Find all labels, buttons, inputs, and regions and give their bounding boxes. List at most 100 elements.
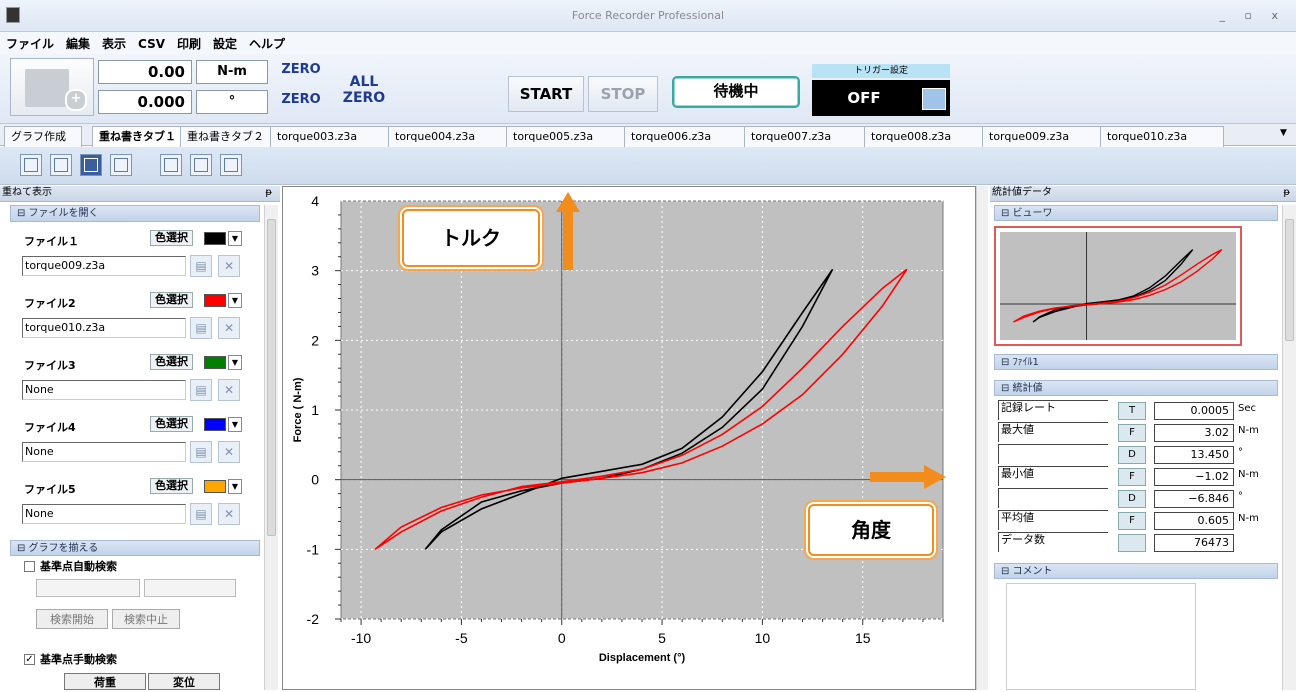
menu-settings[interactable]: 設定 xyxy=(213,37,238,51)
tab-torque006[interactable]: torque006.z3a xyxy=(624,126,748,147)
browse-file-icon[interactable]: ▤ xyxy=(190,379,212,401)
trigger-settings-button[interactable] xyxy=(916,80,950,116)
tab-overlay-2[interactable]: 重ね書きタブ２ xyxy=(180,126,276,147)
menu-file[interactable]: ファイル xyxy=(6,37,55,51)
select-box-icon[interactable] xyxy=(80,154,102,176)
color-dropdown-icon[interactable]: ▼ xyxy=(228,231,242,246)
start-button[interactable]: START xyxy=(508,76,584,112)
align-graphs-section[interactable]: ⊟ グラフを揃える xyxy=(10,540,260,556)
zero-angle-button[interactable]: ZERO xyxy=(281,92,321,107)
search-stop-button[interactable]: 検索中止 xyxy=(112,609,180,629)
file-path-input[interactable]: None xyxy=(22,504,186,524)
auto-search-field[interactable] xyxy=(144,579,236,597)
manual-search-label: 基準点手動検索 xyxy=(40,653,117,666)
comment-textarea[interactable] xyxy=(1006,583,1196,690)
folder-icon xyxy=(25,69,69,107)
menu-csv[interactable]: CSV xyxy=(138,37,166,51)
search-start-button[interactable]: 検索開始 xyxy=(36,609,108,629)
color-swatch[interactable] xyxy=(204,356,226,369)
y-tick-label: -2 xyxy=(307,611,320,627)
window-controls[interactable]: _ ▫ x xyxy=(1219,9,1286,22)
clear-file-icon[interactable]: ✕ xyxy=(218,255,240,277)
stat-unit: Sec xyxy=(1238,403,1256,414)
force-unit-select[interactable]: N-m xyxy=(196,60,268,84)
all-zero-button-line2[interactable]: ZERO xyxy=(342,90,386,106)
y-axis-label: Force ( N-m) xyxy=(292,377,304,442)
tab-torque010[interactable]: torque010.z3a xyxy=(1100,126,1224,147)
graph-area[interactable]: -10 -5 0 5 10 15 -2 -1 0 1 2 3 4 Displacement (°) Forc… xyxy=(282,186,976,690)
browse-file-icon[interactable]: ▤ xyxy=(190,317,212,339)
app-icon[interactable] xyxy=(6,7,20,23)
trigger-value[interactable]: OFF xyxy=(812,80,916,116)
stat-label: データ数 xyxy=(998,532,1108,552)
browse-file-icon[interactable]: ▤ xyxy=(190,441,212,463)
auto-search-checkbox[interactable] xyxy=(24,561,35,572)
stat-letter xyxy=(1118,534,1146,552)
x-tick-label: 10 xyxy=(755,630,771,646)
file-path-input[interactable]: None xyxy=(22,442,186,462)
open-files-section[interactable]: ⊟ ファイルを開く xyxy=(10,205,260,222)
pin-icon[interactable]: ᵽ xyxy=(265,187,272,198)
cursor-zoom-icon[interactable] xyxy=(160,154,182,176)
stat-letter: F xyxy=(1118,424,1146,442)
menu-edit[interactable]: 編集 xyxy=(66,37,91,51)
file1-section[interactable]: ⊟ ﾌｧｲﾙ1 xyxy=(994,354,1278,370)
zoom-100-icon[interactable] xyxy=(20,154,42,176)
file-path-input[interactable]: torque009.z3a xyxy=(22,256,186,276)
menu-view[interactable]: 表示 xyxy=(102,37,127,51)
tab-overlay-1[interactable]: 重ね書きタブ１ xyxy=(92,126,186,147)
stat-unit: N-m xyxy=(1238,513,1259,524)
manual-search-checkbox[interactable]: ✓ xyxy=(24,654,35,665)
stat-letter: T xyxy=(1118,402,1146,420)
open-folder-button[interactable]: + xyxy=(10,58,94,116)
tab-list-arrow[interactable]: ▼ xyxy=(1280,128,1287,138)
comment-section[interactable]: ⊟ コメント xyxy=(994,563,1278,579)
color-swatch[interactable] xyxy=(204,294,226,307)
menu-help[interactable]: ヘルプ xyxy=(249,37,286,51)
stop-button[interactable]: STOP xyxy=(588,76,658,112)
clear-file-icon[interactable]: ✕ xyxy=(218,317,240,339)
tab-torque003[interactable]: torque003.z3a xyxy=(270,126,392,147)
auto-search-dropdown[interactable] xyxy=(36,579,140,597)
angle-unit-select[interactable]: ° xyxy=(196,90,268,114)
stat-label: 記録レート xyxy=(998,400,1108,420)
clear-file-icon[interactable]: ✕ xyxy=(218,379,240,401)
file-path-input[interactable]: None xyxy=(22,380,186,400)
status-indicator: 待機中 xyxy=(672,76,800,108)
tab-torque005[interactable]: torque005.z3a xyxy=(506,126,628,147)
tab-torque008[interactable]: torque008.z3a xyxy=(864,126,988,147)
menu-print[interactable]: 印刷 xyxy=(177,37,202,51)
zero-force-button[interactable]: ZERO xyxy=(281,62,321,77)
viewer-section[interactable]: ⊟ ビューワ xyxy=(994,205,1278,221)
clear-file-icon[interactable]: ✕ xyxy=(218,503,240,525)
color-swatch[interactable] xyxy=(204,480,226,493)
color-dropdown-icon[interactable]: ▼ xyxy=(228,479,242,494)
left-scrollbar[interactable] xyxy=(264,205,278,690)
tab-graph[interactable]: グラフ作成 xyxy=(4,126,82,147)
color-dropdown-icon[interactable]: ▼ xyxy=(228,355,242,370)
right-scrollbar[interactable] xyxy=(1282,205,1296,690)
color-swatch[interactable] xyxy=(204,418,226,431)
graph-scrollbar[interactable] xyxy=(976,186,988,690)
all-zero-button-line1[interactable]: ALL xyxy=(349,74,379,90)
stat-value: 76473 xyxy=(1154,534,1234,552)
browse-file-icon[interactable]: ▤ xyxy=(190,255,212,277)
pan-hand-icon[interactable] xyxy=(110,154,132,176)
tab-torque004[interactable]: torque004.z3a xyxy=(388,126,510,147)
color-swatch[interactable] xyxy=(204,232,226,245)
pin-icon-right[interactable]: ᵽ xyxy=(1283,187,1290,198)
file-path-input[interactable]: torque010.z3a xyxy=(22,318,186,338)
tab-torque009[interactable]: torque009.z3a xyxy=(982,126,1106,147)
tab-torque007[interactable]: torque007.z3a xyxy=(744,126,868,147)
table-icon[interactable] xyxy=(220,154,242,176)
color-dropdown-icon[interactable]: ▼ xyxy=(228,417,242,432)
color-dropdown-icon[interactable]: ▼ xyxy=(228,293,242,308)
range-icon[interactable] xyxy=(190,154,212,176)
browse-file-icon[interactable]: ▤ xyxy=(190,503,212,525)
clear-file-icon[interactable]: ✕ xyxy=(218,441,240,463)
stats-section[interactable]: ⊟ 統計値 xyxy=(994,380,1278,396)
arrow-right-icon xyxy=(870,465,946,489)
file-label: ファイル１ xyxy=(24,235,79,248)
undo-icon[interactable] xyxy=(50,154,72,176)
